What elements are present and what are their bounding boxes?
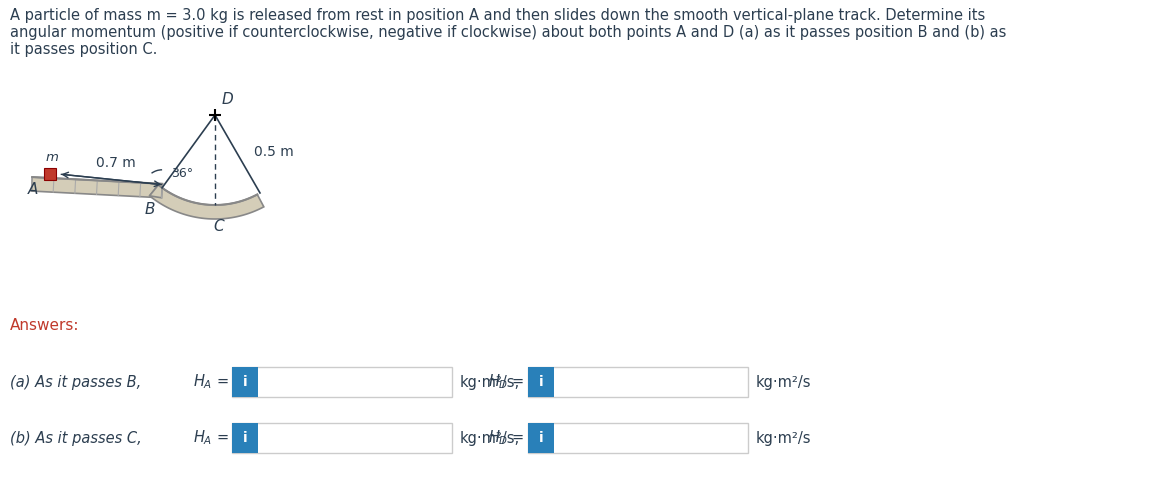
Text: Answers:: Answers:: [11, 318, 79, 333]
Polygon shape: [150, 185, 264, 219]
Text: it passes position C.: it passes position C.: [11, 42, 158, 57]
FancyBboxPatch shape: [528, 367, 748, 397]
Text: $H_D$ =: $H_D$ =: [487, 372, 525, 392]
Text: i: i: [243, 431, 248, 445]
Text: i: i: [243, 375, 248, 389]
FancyBboxPatch shape: [528, 423, 554, 453]
Text: kg·m²/s: kg·m²/s: [756, 430, 811, 446]
Text: 0.7 m: 0.7 m: [97, 156, 137, 170]
Text: D: D: [222, 92, 234, 107]
Text: C: C: [214, 219, 224, 234]
Text: kg·m²/s: kg·m²/s: [756, 374, 811, 390]
Bar: [44, 168, 56, 180]
Text: A particle of mass m = 3.0 kg is released from rest in position A and then slide: A particle of mass m = 3.0 kg is release…: [11, 8, 985, 23]
FancyBboxPatch shape: [231, 423, 452, 453]
FancyBboxPatch shape: [231, 367, 258, 397]
Text: 0.5 m: 0.5 m: [254, 145, 293, 159]
Text: i: i: [539, 375, 544, 389]
FancyBboxPatch shape: [528, 423, 748, 453]
Text: (b) As it passes C,: (b) As it passes C,: [11, 430, 141, 446]
Text: B: B: [145, 202, 155, 217]
Text: $H_D$ =: $H_D$ =: [487, 428, 525, 448]
FancyBboxPatch shape: [528, 367, 554, 397]
Text: $H_A$ =: $H_A$ =: [193, 428, 229, 448]
FancyBboxPatch shape: [231, 367, 452, 397]
FancyBboxPatch shape: [231, 423, 258, 453]
Text: $H_A$ =: $H_A$ =: [193, 372, 229, 392]
Text: m: m: [46, 151, 58, 164]
Text: i: i: [539, 431, 544, 445]
Text: kg·m²/s,: kg·m²/s,: [459, 374, 520, 390]
Polygon shape: [150, 184, 162, 198]
Text: (a) As it passes B,: (a) As it passes B,: [11, 374, 141, 390]
Text: kg·m²/s,: kg·m²/s,: [459, 430, 520, 446]
Text: 36°: 36°: [171, 168, 193, 180]
Polygon shape: [32, 177, 162, 198]
Text: A: A: [28, 182, 39, 198]
Text: angular momentum (positive if counterclockwise, negative if clockwise) about bot: angular momentum (positive if counterclo…: [11, 25, 1007, 40]
